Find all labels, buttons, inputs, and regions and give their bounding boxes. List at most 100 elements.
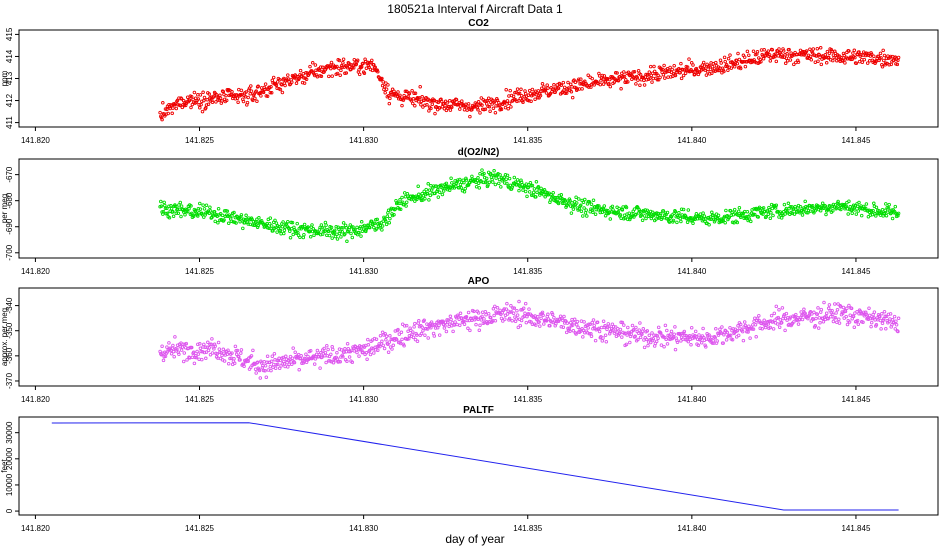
data-point	[601, 336, 605, 340]
data-point	[604, 208, 609, 213]
data-point	[780, 306, 785, 310]
data-point	[511, 311, 516, 315]
x-tick-label: 141.830	[349, 136, 378, 145]
data-point	[650, 338, 655, 343]
data-point	[340, 230, 344, 234]
data-point	[841, 58, 845, 63]
data-point	[234, 221, 238, 225]
data-point	[621, 74, 625, 79]
data-point	[519, 93, 524, 98]
data-point	[777, 47, 781, 51]
data-point	[610, 204, 615, 209]
data-point	[173, 335, 177, 339]
figure-title: 180521a Interval f Aircraft Data 1	[387, 2, 563, 16]
data-point	[346, 229, 351, 234]
data-point	[736, 209, 741, 214]
data-point	[875, 316, 879, 320]
data-point	[896, 316, 901, 321]
data-point	[480, 168, 484, 172]
data-point	[505, 102, 509, 106]
data-point	[884, 202, 888, 206]
data-point	[862, 206, 867, 211]
data-point	[269, 359, 274, 364]
data-point	[189, 345, 194, 350]
data-point	[256, 84, 260, 88]
data-point	[843, 309, 848, 314]
data-point	[202, 342, 206, 347]
data-point	[339, 348, 344, 352]
data-point	[535, 318, 539, 322]
data-point	[397, 332, 402, 336]
data-point	[710, 210, 714, 215]
data-point	[723, 59, 727, 64]
data-point	[368, 348, 372, 353]
data-point	[274, 83, 279, 87]
data-point	[216, 221, 220, 225]
data-point	[539, 316, 543, 321]
data-point	[439, 99, 444, 104]
data-point	[890, 323, 894, 327]
data-point	[644, 216, 648, 221]
data-point	[518, 323, 523, 328]
data-point	[580, 87, 584, 91]
data-point	[333, 228, 337, 233]
data-point	[571, 207, 576, 211]
data-point	[642, 345, 647, 350]
data-point	[883, 314, 887, 319]
data-point	[694, 334, 699, 339]
data-point	[854, 212, 859, 216]
data-point	[330, 345, 334, 349]
data-point	[396, 90, 400, 94]
data-point	[870, 212, 875, 217]
data-point	[671, 218, 676, 223]
data-point	[179, 97, 184, 101]
data-point	[374, 227, 379, 231]
data-point	[779, 216, 784, 220]
data-point	[886, 206, 891, 210]
data-point	[300, 80, 305, 85]
data-point	[256, 223, 260, 228]
data-point	[752, 319, 756, 323]
data-point	[836, 54, 840, 58]
data-point	[555, 195, 560, 200]
data-point	[721, 219, 725, 223]
data-point	[889, 62, 893, 67]
data-point	[264, 375, 269, 379]
data-point	[249, 89, 254, 93]
data-point	[273, 366, 278, 370]
data-point	[183, 213, 187, 217]
data-point	[599, 325, 604, 330]
data-point	[462, 322, 467, 326]
data-point	[491, 180, 495, 184]
data-point	[679, 339, 683, 343]
series-points	[158, 46, 901, 122]
data-point	[592, 323, 596, 328]
data-point	[819, 62, 824, 67]
data-point	[280, 224, 285, 229]
data-point	[276, 226, 281, 231]
data-point	[378, 333, 383, 338]
data-point	[686, 339, 691, 344]
data-point	[283, 83, 287, 88]
data-point	[837, 317, 841, 321]
data-point	[224, 98, 229, 103]
data-point	[182, 351, 187, 355]
data-point	[263, 364, 268, 368]
data-point	[632, 70, 637, 74]
data-point	[826, 55, 831, 60]
data-point	[845, 57, 850, 61]
data-point	[341, 57, 346, 61]
data-point	[750, 327, 754, 331]
data-point	[638, 72, 643, 77]
data-point	[678, 216, 682, 221]
data-point	[600, 339, 605, 343]
data-point	[880, 65, 885, 69]
data-point	[778, 50, 783, 55]
data-point	[491, 307, 496, 311]
data-point	[178, 344, 183, 349]
data-point	[629, 332, 633, 337]
data-point	[618, 213, 623, 217]
data-point	[450, 181, 454, 185]
data-point	[894, 323, 899, 327]
data-point	[292, 360, 297, 365]
